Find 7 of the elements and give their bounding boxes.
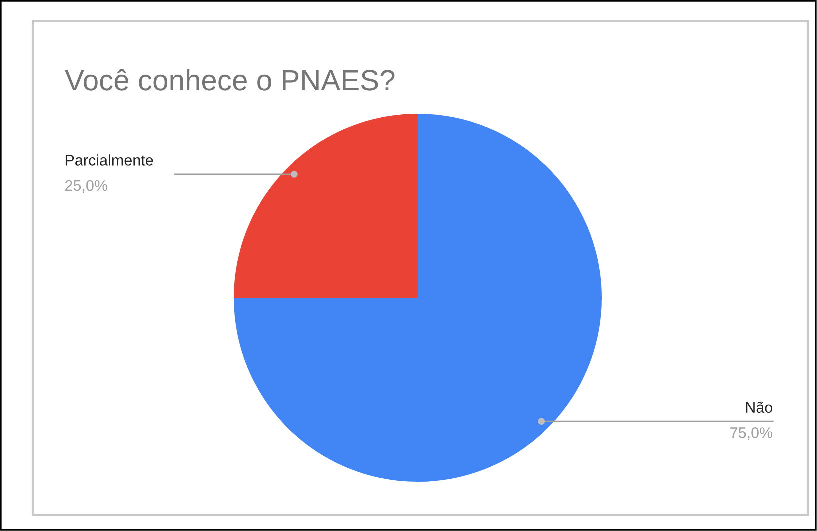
pie-slice: [234, 114, 418, 298]
slice-label: Não: [746, 402, 772, 414]
data-label: 25,0%: [65, 180, 108, 193]
data-label: 75,0%: [730, 428, 773, 440]
slice-label: Parcialmente: [66, 154, 154, 166]
pie-slice: [234, 114, 602, 482]
chart-title: Você conhece o PNAES?: [65, 69, 395, 91]
